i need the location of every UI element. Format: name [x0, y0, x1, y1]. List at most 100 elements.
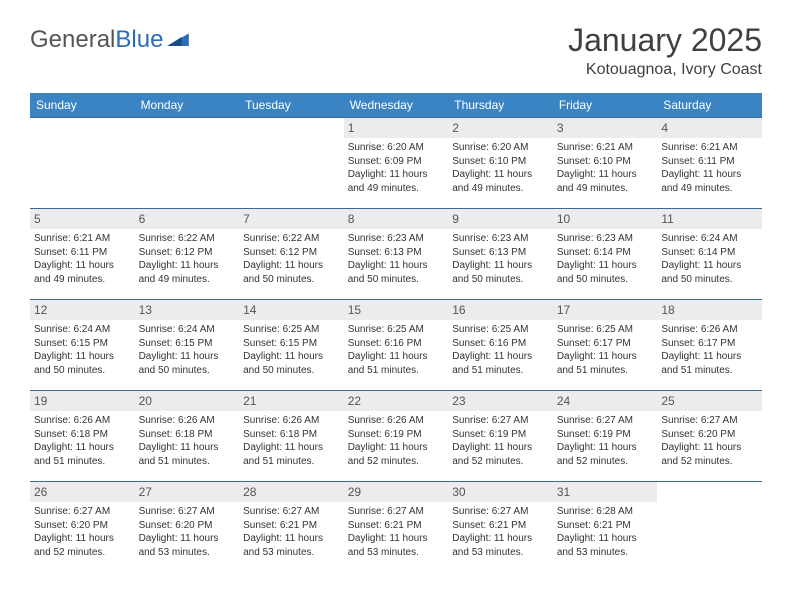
sunset-text: Sunset: 6:15 PM [139, 337, 236, 351]
sunrise-text: Sunrise: 6:23 AM [557, 232, 654, 246]
calendar-day-cell: 4Sunrise: 6:21 AMSunset: 6:11 PMDaylight… [657, 118, 762, 209]
calendar-day-cell: 28Sunrise: 6:27 AMSunset: 6:21 PMDayligh… [239, 482, 344, 573]
daylight-text: Daylight: 11 hours and 50 minutes. [139, 350, 236, 377]
calendar-day-cell: 29Sunrise: 6:27 AMSunset: 6:21 PMDayligh… [344, 482, 449, 573]
sunrise-text: Sunrise: 6:27 AM [661, 414, 758, 428]
daylight-text: Daylight: 11 hours and 51 minutes. [452, 350, 549, 377]
day-number: 8 [344, 209, 449, 229]
sunset-text: Sunset: 6:21 PM [452, 519, 549, 533]
sunrise-text: Sunrise: 6:24 AM [34, 323, 131, 337]
calendar-day-cell: 6Sunrise: 6:22 AMSunset: 6:12 PMDaylight… [135, 209, 240, 300]
daylight-text: Daylight: 11 hours and 49 minutes. [557, 168, 654, 195]
calendar-day-cell: 9 Sunrise: 6:23 AMSunset: 6:13 PMDaylight… [448, 209, 553, 300]
daylight-text: Daylight: 11 hours and 50 minutes. [452, 259, 549, 286]
daylight-text: Daylight: 11 hours and 51 minutes. [557, 350, 654, 377]
daylight-text: Daylight: 11 hours and 50 minutes. [243, 350, 340, 377]
location: Kotouagnoa, Ivory Coast [568, 61, 762, 79]
calendar-day-cell: 3Sunrise: 6:21 AMSunset: 6:10 PMDaylight… [553, 118, 658, 209]
sunrise-text: Sunrise: 6:21 AM [661, 141, 758, 155]
sunrise-text: Sunrise: 6:27 AM [452, 414, 549, 428]
sunrise-text: Sunrise: 6:26 AM [34, 414, 131, 428]
weekday-header: Sunday [30, 93, 135, 118]
sunset-text: Sunset: 6:18 PM [243, 428, 340, 442]
sunset-text: Sunset: 6:14 PM [557, 246, 654, 260]
daylight-text: Daylight: 11 hours and 51 minutes. [243, 441, 340, 468]
header: GeneralBlue January 2025 Kotouagnoa, Ivo… [30, 22, 762, 79]
sunset-text: Sunset: 6:10 PM [452, 155, 549, 169]
calendar-body: ...1Sunrise: 6:20 AMSunset: 6:09 PMDayli… [30, 118, 762, 573]
calendar-day-cell: 12 Sunrise: 6:24 AMSunset: 6:15 PMDayligh… [30, 300, 135, 391]
day-number: 3 [553, 118, 658, 138]
day-number: 6 [135, 209, 240, 229]
sunrise-text: Sunrise: 6:27 AM [348, 505, 445, 519]
day-number: 21 [239, 391, 344, 411]
daylight-text: Daylight: 11 hours and 52 minutes. [34, 532, 131, 559]
sunset-text: Sunset: 6:20 PM [139, 519, 236, 533]
day-number: 25 [657, 391, 762, 411]
calendar-day-cell: 7Sunrise: 6:22 AMSunset: 6:12 PMDaylight… [239, 209, 344, 300]
day-number: 29 [344, 482, 449, 502]
day-number: 12 [30, 300, 135, 320]
daylight-text: Daylight: 11 hours and 51 minutes. [139, 441, 236, 468]
daylight-text: Daylight: 11 hours and 50 minutes. [661, 259, 758, 286]
calendar-day-cell: 15Sunrise: 6:25 AMSunset: 6:16 PMDayligh… [344, 300, 449, 391]
daylight-text: Daylight: 11 hours and 49 minutes. [452, 168, 549, 195]
calendar-day-cell: 20Sunrise: 6:26 AMSunset: 6:18 PMDayligh… [135, 391, 240, 482]
sunset-text: Sunset: 6:11 PM [661, 155, 758, 169]
sunrise-text: Sunrise: 6:26 AM [661, 323, 758, 337]
calendar-day-cell: 17Sunrise: 6:25 AMSunset: 6:17 PMDayligh… [553, 300, 658, 391]
sunrise-text: Sunrise: 6:26 AM [139, 414, 236, 428]
day-number: 15 [344, 300, 449, 320]
sunset-text: Sunset: 6:14 PM [661, 246, 758, 260]
day-number: 2 [448, 118, 553, 138]
day-number: 30 [448, 482, 553, 502]
sunset-text: Sunset: 6:10 PM [557, 155, 654, 169]
sunrise-text: Sunrise: 6:25 AM [348, 323, 445, 337]
sunrise-text: Sunrise: 6:25 AM [243, 323, 340, 337]
sunset-text: Sunset: 6:19 PM [557, 428, 654, 442]
daylight-text: Daylight: 11 hours and 52 minutes. [452, 441, 549, 468]
daylight-text: Daylight: 11 hours and 51 minutes. [34, 441, 131, 468]
day-number: 14 [239, 300, 344, 320]
daylight-text: Daylight: 11 hours and 50 minutes. [557, 259, 654, 286]
weekday-header: Friday [553, 93, 658, 118]
calendar-day-cell: . [135, 118, 240, 209]
daylight-text: Daylight: 11 hours and 53 minutes. [348, 532, 445, 559]
calendar-week-row: 26Sunrise: 6:27 AMSunset: 6:20 PMDayligh… [30, 482, 762, 573]
sunrise-text: Sunrise: 6:26 AM [348, 414, 445, 428]
daylight-text: Daylight: 11 hours and 50 minutes. [34, 350, 131, 377]
calendar-table: SundayMondayTuesdayWednesdayThursdayFrid… [30, 93, 762, 572]
day-number: 10 [553, 209, 658, 229]
calendar-day-cell: . [239, 118, 344, 209]
title-block: January 2025 Kotouagnoa, Ivory Coast [568, 22, 762, 79]
sunrise-text: Sunrise: 6:21 AM [34, 232, 131, 246]
calendar-week-row: 5Sunrise: 6:21 AMSunset: 6:11 PMDaylight… [30, 209, 762, 300]
sunrise-text: Sunrise: 6:23 AM [452, 232, 549, 246]
sunset-text: Sunset: 6:12 PM [243, 246, 340, 260]
day-number: 16 [448, 300, 553, 320]
calendar-day-cell: 24Sunrise: 6:27 AMSunset: 6:19 PMDayligh… [553, 391, 658, 482]
calendar-day-cell: 31Sunrise: 6:28 AMSunset: 6:21 PMDayligh… [553, 482, 658, 573]
weekday-header: Saturday [657, 93, 762, 118]
sunrise-text: Sunrise: 6:25 AM [452, 323, 549, 337]
calendar-week-row: 12Sunrise: 6:24 AMSunset: 6:15 PMDayligh… [30, 300, 762, 391]
month-title: January 2025 [568, 22, 762, 59]
sunset-text: Sunset: 6:16 PM [348, 337, 445, 351]
calendar-day-cell: 26Sunrise: 6:27 AMSunset: 6:20 PMDayligh… [30, 482, 135, 573]
sunset-text: Sunset: 6:13 PM [348, 246, 445, 260]
calendar-day-cell: 27Sunrise: 6:27 AMSunset: 6:20 PMDayligh… [135, 482, 240, 573]
day-number: 31 [553, 482, 658, 502]
sunrise-text: Sunrise: 6:20 AM [452, 141, 549, 155]
sunrise-text: Sunrise: 6:27 AM [557, 414, 654, 428]
sunset-text: Sunset: 6:13 PM [452, 246, 549, 260]
day-number: 9 [448, 209, 553, 229]
daylight-text: Daylight: 11 hours and 51 minutes. [661, 350, 758, 377]
day-number: 19 [30, 391, 135, 411]
sunset-text: Sunset: 6:15 PM [34, 337, 131, 351]
daylight-text: Daylight: 11 hours and 52 minutes. [348, 441, 445, 468]
daylight-text: Daylight: 11 hours and 49 minutes. [348, 168, 445, 195]
daylight-text: Daylight: 11 hours and 50 minutes. [348, 259, 445, 286]
calendar-day-cell: 13Sunrise: 6:24 AMSunset: 6:15 PMDayligh… [135, 300, 240, 391]
calendar-day-cell: 1Sunrise: 6:20 AMSunset: 6:09 PMDaylight… [344, 118, 449, 209]
calendar-day-cell: 23Sunrise: 6:27 AMSunset: 6:19 PMDayligh… [448, 391, 553, 482]
